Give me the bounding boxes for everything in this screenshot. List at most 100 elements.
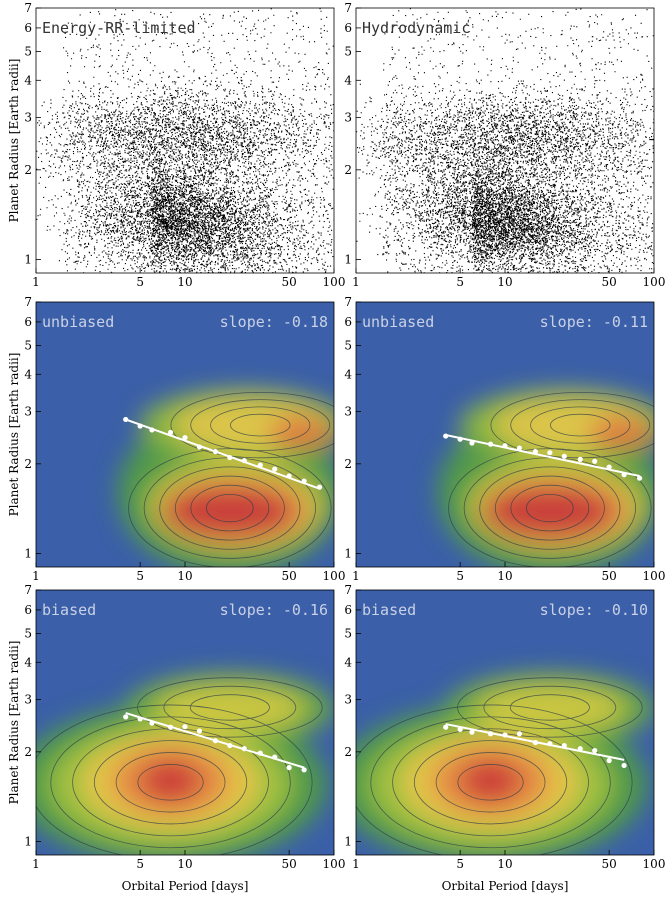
valley-point: [149, 720, 155, 726]
valley-point: [502, 443, 508, 449]
x-tick-label: 10: [177, 569, 192, 583]
x-tick-label: 1: [352, 275, 360, 289]
x-tick-label: 50: [602, 857, 617, 871]
valley-point: [502, 732, 508, 738]
x-tick-label: 5: [136, 275, 144, 289]
x-tick-label: 1: [32, 569, 40, 583]
valley-point: [272, 466, 278, 472]
x-tick-label: 50: [282, 569, 297, 583]
x-tick-label: 5: [136, 569, 144, 583]
valley-point: [469, 729, 475, 735]
density-field: [438, 389, 654, 567]
y-tick-label: 7: [344, 1, 352, 15]
valley-point: [257, 462, 263, 468]
y-axis-label: Planet Radius [Earth radii]: [7, 59, 21, 223]
panel-top-left: Energy-RR-limited 1 5 10 50 100 1 2 3 4 5 6 7: [24, 1, 345, 289]
x-tick-label: 100: [323, 857, 346, 871]
valley-point: [286, 473, 292, 479]
x-tick-label: 50: [602, 275, 617, 289]
valley-point: [149, 427, 155, 433]
valley-point: [621, 762, 627, 769]
valley-point: [182, 724, 188, 730]
valley-point: [137, 423, 143, 429]
valley-point: [196, 444, 203, 450]
valley-point: [561, 453, 567, 459]
slope-label: slope: -0.11: [540, 313, 648, 331]
valley-point: [167, 429, 174, 436]
valley-point: [487, 441, 494, 447]
contour-lines: [356, 677, 643, 855]
y-tick-label: 3: [344, 404, 352, 418]
valley-point: [561, 742, 567, 749]
y-tick-label: 6: [344, 21, 352, 35]
x-tick-label: 5: [136, 857, 144, 871]
y-tick-label: 1: [24, 546, 32, 560]
valley-point: [592, 458, 598, 464]
x-axis-label: Orbital Period [days]: [122, 879, 249, 893]
y-tick-label: 1: [24, 834, 32, 848]
x-tick-label: 10: [497, 857, 512, 871]
x-tick-label: 100: [323, 275, 346, 289]
valley-point: [606, 757, 612, 764]
panel-title: unbiased: [42, 313, 114, 331]
x-tick-label: 1: [352, 569, 360, 583]
fit-line: [445, 434, 640, 478]
valley-point: [592, 747, 598, 754]
valley-point: [212, 448, 219, 455]
y-tick-label: 7: [344, 583, 352, 597]
panel-title: biased: [42, 601, 96, 619]
density-field: [356, 672, 654, 855]
panel-bottom-right: biased slope: -0.10 1 5 10 50 100 1 2 3 4 5 6 7: [344, 583, 665, 871]
x-tick-label: 10: [177, 857, 192, 871]
panel-title: Hydrodynamic: [362, 19, 470, 37]
x-tick-label: 1: [32, 857, 40, 871]
valley-point: [227, 742, 233, 749]
panel-title: unbiased: [362, 313, 434, 331]
y-tick-label: 1: [344, 834, 352, 848]
y-tick-label: 2: [344, 457, 352, 471]
x-tick-label: 5: [456, 857, 464, 871]
y-tick-label: 4: [344, 655, 352, 669]
x-tick-label: 50: [602, 569, 617, 583]
valley-point: [457, 436, 463, 442]
valley-point: [301, 767, 307, 773]
y-tick-label: 4: [344, 73, 352, 87]
y-tick-label: 5: [344, 44, 352, 58]
y-axis-label: Planet Radius [Earth radii]: [7, 641, 21, 805]
x-tick-label: 100: [643, 569, 665, 583]
y-tick-label: 3: [344, 692, 352, 706]
y-axis-label: Planet Radius [Earth radii]: [7, 353, 21, 517]
y-tick-label: 4: [344, 367, 352, 381]
valley-point: [257, 750, 263, 756]
slope-label: slope: -0.18: [220, 313, 328, 331]
valley-point: [286, 765, 292, 771]
y-tick-label: 5: [24, 44, 32, 58]
y-tick-label: 5: [344, 626, 352, 640]
x-tick-label: 50: [282, 275, 297, 289]
valley-point: [272, 754, 278, 760]
y-tick-label: 7: [24, 1, 32, 15]
valley-point: [516, 445, 523, 451]
x-tick-label: 100: [323, 569, 346, 583]
valley-point: [443, 433, 449, 439]
valley-point: [621, 472, 627, 478]
valley-point: [547, 741, 553, 747]
valley-point: [316, 484, 323, 490]
valley-point: [547, 450, 553, 456]
panel-title: Energy-RR-limited: [42, 19, 196, 37]
slope-label: slope: -0.10: [540, 601, 648, 619]
panel-middle-right: unbiased slope: -0.11 1 5 10 50 100 1 2 3 4 5 6 7: [344, 295, 665, 583]
y-tick-label: 5: [24, 626, 32, 640]
density-field: [118, 389, 334, 567]
valley-point: [532, 448, 539, 455]
density-field: [36, 672, 334, 855]
y-tick-label: 6: [24, 21, 32, 35]
valley-point: [516, 731, 523, 737]
x-tick-label: 10: [497, 275, 512, 289]
y-tick-label: 1: [24, 252, 32, 266]
y-tick-label: 4: [24, 73, 32, 87]
x-tick-label: 100: [643, 275, 665, 289]
y-tick-label: 3: [344, 110, 352, 124]
valley-point: [123, 416, 129, 423]
valley-point: [227, 454, 233, 461]
